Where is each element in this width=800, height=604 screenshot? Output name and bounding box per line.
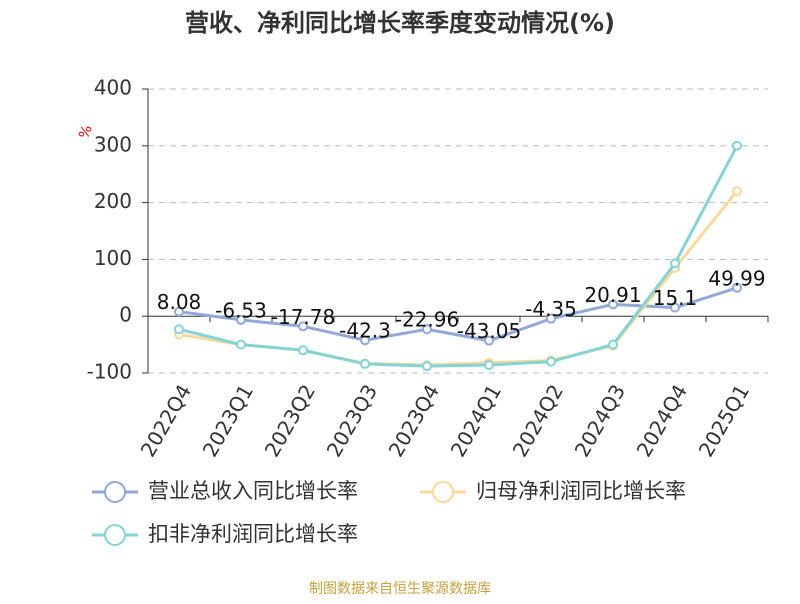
legend-label: 营业总收入同比增长率 — [148, 479, 358, 503]
data-point — [732, 186, 742, 197]
chart-title: 营收、净利同比增长率季度变动情况(%) — [185, 9, 615, 37]
data-point — [298, 321, 308, 332]
x-tick-label: 2025Q1 — [694, 380, 754, 461]
y-axis-label: % — [76, 123, 96, 141]
data-label: -42.3 — [339, 319, 391, 343]
data-point — [670, 258, 680, 269]
data-point — [546, 356, 556, 367]
data-point — [608, 299, 618, 310]
data-point — [360, 335, 370, 346]
legend-label: 归母净利润同比增长率 — [476, 479, 686, 503]
data-point — [298, 345, 308, 356]
data-point — [236, 314, 246, 325]
x-tick-label: 2024Q3 — [570, 380, 630, 461]
data-point — [422, 361, 432, 372]
data-point — [360, 358, 370, 369]
data-point — [484, 335, 494, 346]
data-point — [236, 339, 246, 350]
x-tick-label: 2023Q3 — [322, 380, 382, 461]
data-label: 15.1 — [653, 286, 698, 310]
x-tick-label: 2024Q1 — [446, 380, 506, 461]
data-point — [608, 339, 618, 350]
y-tick-label: 200 — [94, 189, 132, 213]
x-tick-label: 2023Q1 — [198, 380, 258, 461]
y-tick-label: 300 — [94, 132, 132, 156]
x-tick-label: 2024Q2 — [508, 380, 568, 461]
data-label: -6.53 — [215, 298, 267, 322]
data-label: -17.78 — [271, 305, 335, 329]
legend-label: 扣非净利润同比增长率 — [148, 522, 358, 546]
data-label: -22.96 — [395, 308, 459, 332]
x-tick-label: 2022Q4 — [136, 380, 196, 461]
x-tick-label: 2024Q4 — [632, 380, 692, 461]
data-point — [484, 360, 494, 371]
legend-marker — [104, 524, 126, 546]
y-tick-label: -100 — [87, 360, 132, 384]
source: 制图数据来自恒生聚源数据库 — [309, 581, 491, 597]
data-label: -43.05 — [457, 319, 521, 343]
data-point — [174, 306, 184, 317]
y-tick-label: 400 — [94, 76, 132, 100]
y-tick-label: 100 — [94, 246, 132, 270]
data-label: -4.35 — [525, 297, 577, 321]
series-line — [178, 145, 739, 368]
legend-marker — [104, 481, 126, 503]
x-tick-label: 2023Q4 — [384, 380, 444, 461]
data-point — [422, 324, 432, 335]
data-label: 20.91 — [584, 283, 641, 307]
y-tick-label: 0 — [119, 303, 132, 327]
data-point — [670, 302, 680, 313]
x-tick-label: 2023Q2 — [260, 380, 320, 461]
data-label: 8.08 — [157, 290, 202, 314]
data-point — [546, 313, 556, 324]
data-point — [174, 324, 184, 335]
legend-marker — [432, 481, 454, 503]
data-point — [732, 140, 742, 151]
data-point — [732, 282, 742, 293]
data-label: 49.99 — [708, 266, 765, 290]
